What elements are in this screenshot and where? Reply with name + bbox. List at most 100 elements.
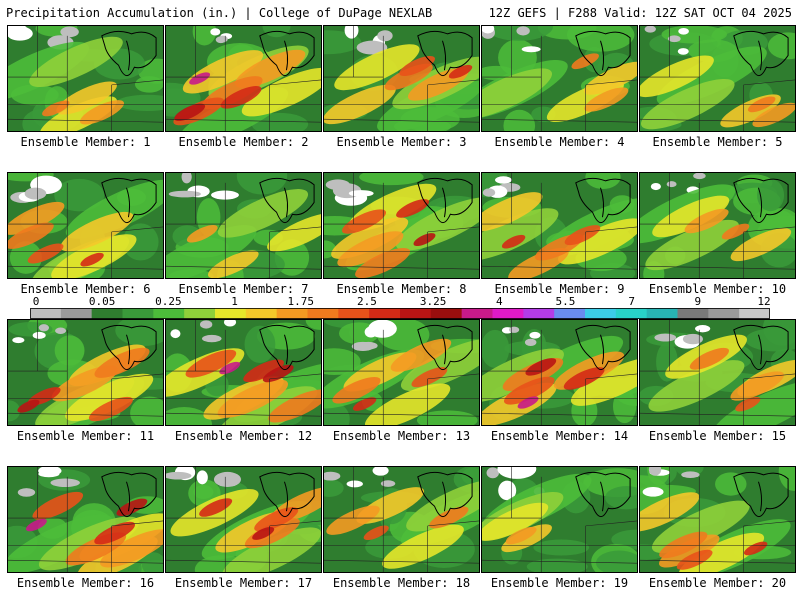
dry-area [210, 28, 221, 36]
dry-area [380, 480, 396, 487]
precip-area [482, 68, 553, 119]
precip-map [640, 26, 795, 131]
ensemble-panel [165, 172, 322, 279]
precip-area [29, 36, 123, 88]
state-border [324, 118, 479, 123]
precip-area [8, 400, 21, 422]
state-border [269, 79, 321, 86]
precip-area [166, 225, 257, 278]
colorbar-swatch [245, 308, 278, 319]
dry-area [372, 467, 389, 476]
precip-area [406, 479, 479, 532]
precip-area [596, 550, 637, 572]
precip-area [80, 252, 104, 267]
precip-area [116, 498, 148, 517]
precip-area [352, 397, 377, 411]
precip-area [584, 87, 629, 112]
precip-area [482, 208, 559, 261]
great-lakes-outline [101, 30, 157, 77]
ensemble-member-label: Ensemble Member: 8 [336, 282, 467, 296]
state-border [324, 412, 479, 417]
dry-area [356, 40, 388, 55]
great-lakes-outline [101, 324, 157, 371]
precip-area [254, 507, 299, 532]
precip-area [504, 376, 555, 405]
precip-area [65, 373, 154, 422]
dry-area [170, 329, 181, 339]
precip-area [220, 86, 262, 109]
state-border [269, 373, 321, 380]
great-lakes-outline [417, 324, 473, 371]
state-border [743, 373, 795, 380]
dry-area [181, 173, 192, 184]
great-lakes-outline [575, 324, 631, 371]
precip-area [359, 173, 424, 186]
precip-area [222, 527, 321, 572]
precip-area [676, 549, 713, 570]
ensemble-member-label: Ensemble Member: 4 [494, 135, 625, 149]
precip-area [199, 498, 233, 517]
state-border [111, 79, 163, 86]
precip-area [501, 234, 526, 249]
colorbar-tick-label: 0 [32, 295, 40, 308]
precip-area [712, 381, 795, 425]
dry-area [8, 26, 33, 41]
precip-area [416, 410, 478, 425]
precip-area [640, 492, 700, 532]
precip-area [100, 529, 163, 568]
map-title: Precipitation Accumulation (in.) | Colle… [6, 6, 433, 20]
precip-area [185, 349, 237, 378]
precip-area [243, 359, 284, 383]
dry-area [377, 30, 393, 42]
precip-map [482, 467, 637, 572]
dry-area [681, 471, 700, 479]
state-border [324, 559, 479, 564]
colorbar-swatch [554, 308, 586, 319]
great-lakes-outline [575, 471, 631, 518]
dry-area [324, 471, 341, 481]
dry-area [482, 26, 495, 34]
ensemble-panel [165, 466, 322, 573]
ensemble-panel [7, 172, 164, 279]
ensemble-panel [639, 172, 796, 279]
state-border [482, 412, 637, 417]
dry-area [168, 190, 201, 198]
precip-area [684, 208, 729, 234]
precip-area [505, 526, 537, 545]
ensemble-panel [481, 319, 638, 426]
dry-area [644, 26, 656, 33]
colorbar-swatch [739, 308, 770, 319]
precip-area [332, 376, 381, 404]
ensemble-member-label: Ensemble Member: 10 [648, 282, 787, 296]
state-border [585, 520, 637, 527]
precip-area [8, 201, 65, 235]
precip-area [570, 357, 637, 406]
colorbar-swatch [122, 308, 154, 319]
ensemble-panel [323, 25, 480, 132]
precip-area [141, 552, 163, 572]
colorbar-swatch [585, 308, 617, 319]
colorbar-swatch [708, 308, 740, 319]
state-border [585, 226, 637, 233]
precip-map [482, 26, 637, 131]
state-border [585, 79, 637, 86]
precip-area [645, 219, 739, 271]
colorbar-swatch [338, 308, 370, 319]
dry-area [650, 183, 661, 191]
precip-area [337, 231, 404, 268]
state-border [269, 520, 321, 527]
great-lakes-outline [733, 30, 789, 77]
colorbar-swatch [369, 308, 401, 319]
precip-area [752, 102, 795, 128]
dry-area [348, 190, 374, 197]
ensemble-panel [7, 466, 164, 573]
precip-area [364, 383, 451, 425]
great-lakes-outline [101, 177, 157, 224]
precip-area [268, 389, 321, 423]
dry-area [38, 470, 60, 478]
ensemble-member-label: Ensemble Member: 11 [16, 429, 155, 443]
precip-area [413, 233, 436, 247]
great-lakes-outline [417, 471, 473, 518]
ensemble-member-label: Ensemble Member: 9 [494, 282, 625, 296]
state-border [8, 559, 163, 564]
